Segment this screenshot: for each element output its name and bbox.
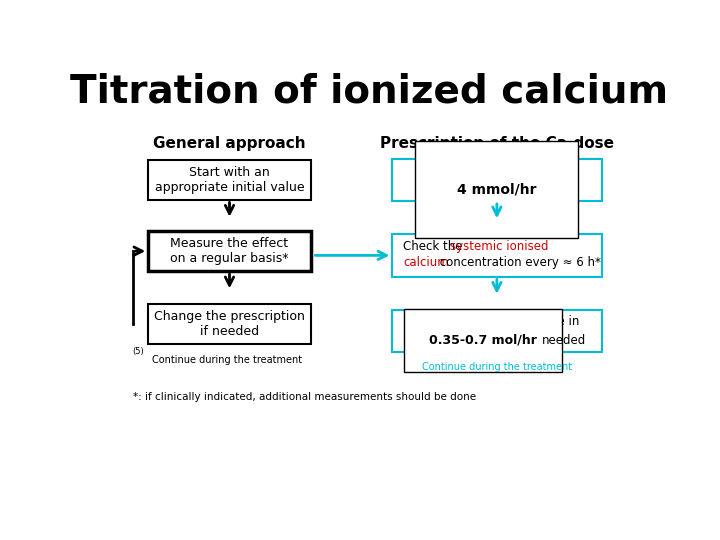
Text: 0.35-0.7 mol/hr: 0.35-0.7 mol/hr <box>429 334 537 347</box>
Text: systemic ionised: systemic ionised <box>451 240 549 253</box>
FancyBboxPatch shape <box>148 231 311 271</box>
Text: Initial calcium dose:: Initial calcium dose: <box>438 165 556 178</box>
Text: (5): (5) <box>132 347 144 355</box>
Text: 4 mmol/hr: 4 mmol/hr <box>457 182 536 196</box>
Text: Continue during the treatment: Continue during the treatment <box>152 355 302 365</box>
Text: Measure the effect
on a regular basis*: Measure the effect on a regular basis* <box>170 237 289 265</box>
Text: Prescription of the Ca-dose: Prescription of the Ca-dose <box>380 136 614 151</box>
FancyBboxPatch shape <box>392 309 601 352</box>
Text: concentration every ≈ 6 h*: concentration every ≈ 6 h* <box>436 256 601 269</box>
Text: Start with an
appropriate initial value: Start with an appropriate initial value <box>155 166 305 193</box>
Text: *: if clinically indicated, additional measurements should be done: *: if clinically indicated, additional m… <box>132 393 476 402</box>
Text: calcium: calcium <box>403 256 449 269</box>
FancyBboxPatch shape <box>148 159 311 200</box>
Text: Titration of ionized calcium: Titration of ionized calcium <box>70 73 668 111</box>
Text: steps: steps <box>403 334 435 347</box>
Text: Change the calcium dose in: Change the calcium dose in <box>415 315 579 328</box>
Text: Check the: Check the <box>403 240 467 253</box>
Text: needed: needed <box>542 334 586 347</box>
Text: Continue during the treatment: Continue during the treatment <box>422 362 572 372</box>
FancyBboxPatch shape <box>392 159 601 201</box>
Text: General approach: General approach <box>153 136 306 151</box>
Text: Change the prescription
if needed: Change the prescription if needed <box>154 309 305 338</box>
FancyBboxPatch shape <box>392 234 601 276</box>
FancyBboxPatch shape <box>148 303 311 343</box>
